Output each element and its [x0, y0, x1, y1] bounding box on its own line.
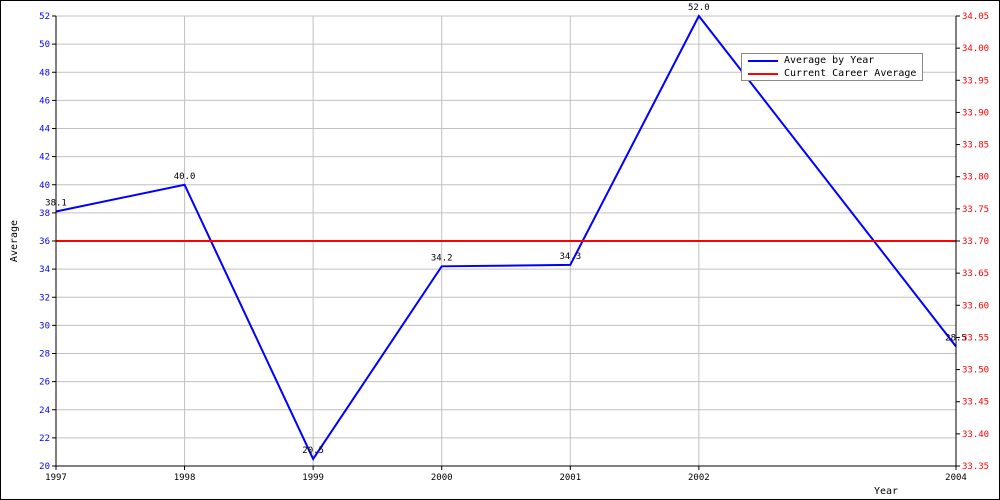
y-left-tick-label: 44: [39, 125, 50, 135]
y-right-tick-label: 33.70: [962, 237, 989, 247]
y-left-tick-label: 20: [39, 462, 50, 472]
y-right-tick-label: 33.90: [962, 108, 989, 118]
y-left-tick-label: 40: [39, 181, 50, 191]
y-left-tick-label: 48: [39, 68, 50, 78]
y-left-tick-label: 24: [39, 406, 50, 416]
y-right-tick-label: 33.45: [962, 398, 989, 408]
y-left-tick-label: 38: [39, 209, 50, 219]
x-tick-label: 2001: [559, 473, 581, 483]
point-label: 34.3: [559, 252, 581, 262]
legend-label: Current Career Average: [784, 68, 916, 79]
y-left-tick-label: 46: [39, 96, 50, 106]
y-right-tick-label: 33.80: [962, 173, 989, 183]
y-right-tick-label: 33.40: [962, 430, 989, 440]
legend: Average by Year Current Career Average: [741, 53, 923, 81]
y-left-tick-label: 42: [39, 153, 50, 163]
y-left-tick-label: 52: [39, 12, 50, 22]
legend-item: Average by Year: [742, 54, 922, 67]
x-tick-label: 2002: [688, 473, 710, 483]
y-right-tick-label: 33.85: [962, 141, 989, 151]
x-tick-label: 2000: [431, 473, 453, 483]
point-label: 34.2: [431, 253, 453, 263]
legend-item: Current Career Average: [742, 67, 922, 80]
point-label: 52.0: [688, 3, 710, 13]
y-left-tick-label: 34: [39, 265, 50, 275]
y-right-tick-label: 33.60: [962, 301, 989, 311]
y-left-tick-label: 30: [39, 321, 50, 331]
legend-swatch: [748, 73, 778, 75]
y-right-tick-label: 34.00: [962, 44, 989, 54]
y-right-tick-label: 34.05: [962, 12, 989, 22]
x-tick-label: 1999: [302, 473, 324, 483]
x-tick-label: 2004: [945, 473, 967, 483]
y-left-tick-label: 32: [39, 293, 50, 303]
x-tick-label: 1997: [45, 473, 67, 483]
point-label: 20.5: [302, 446, 324, 456]
y-left-tick-label: 26: [39, 378, 50, 388]
x-axis-title: Year: [874, 486, 898, 497]
chart-container: 38.140.020.534.234.352.028.5199719981999…: [0, 0, 1000, 500]
x-tick-label: 1998: [174, 473, 196, 483]
y-left-tick-label: 36: [39, 237, 50, 247]
legend-label: Average by Year: [784, 55, 874, 66]
y-left-tick-label: 28: [39, 350, 50, 360]
y-right-tick-label: 33.75: [962, 205, 989, 215]
y-left-axis-title: Average: [9, 220, 20, 262]
y-right-tick-label: 33.65: [962, 269, 989, 279]
y-left-tick-label: 22: [39, 434, 50, 444]
point-label: 40.0: [174, 172, 196, 182]
legend-swatch: [748, 60, 778, 62]
y-right-tick-label: 33.50: [962, 366, 989, 376]
y-right-tick-label: 33.35: [962, 462, 989, 472]
y-right-tick-label: 33.55: [962, 333, 989, 343]
y-right-tick-label: 33.95: [962, 76, 989, 86]
y-left-tick-label: 50: [39, 40, 50, 50]
